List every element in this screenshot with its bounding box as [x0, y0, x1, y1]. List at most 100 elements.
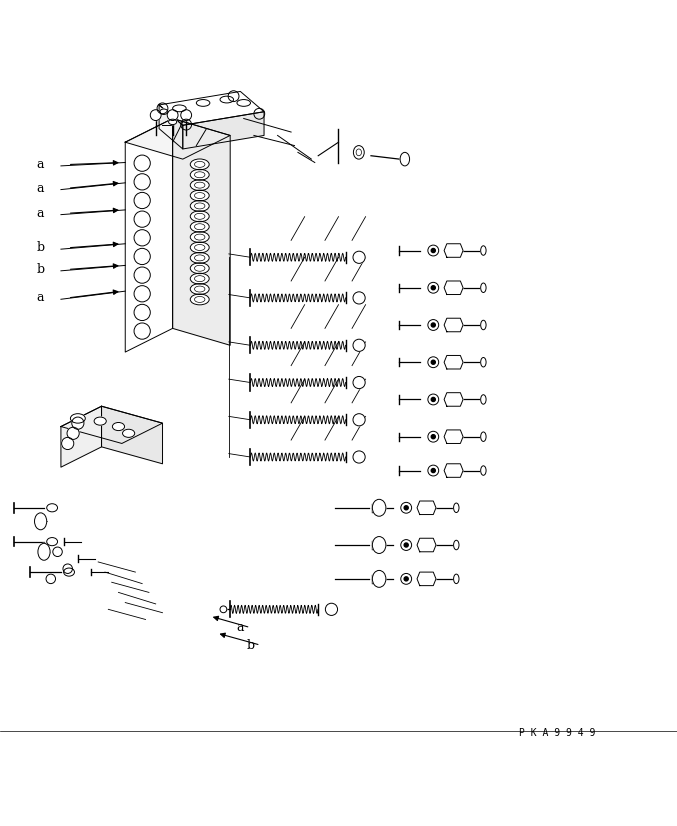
Ellipse shape — [190, 273, 209, 284]
Polygon shape — [125, 118, 230, 159]
Circle shape — [428, 465, 439, 476]
Polygon shape — [417, 539, 436, 552]
Circle shape — [353, 414, 365, 426]
Circle shape — [431, 323, 435, 327]
Circle shape — [134, 211, 150, 227]
Circle shape — [353, 451, 365, 463]
Polygon shape — [444, 318, 463, 332]
Ellipse shape — [454, 503, 459, 512]
Ellipse shape — [481, 283, 486, 292]
Circle shape — [401, 573, 412, 584]
Ellipse shape — [481, 320, 486, 330]
Text: a: a — [37, 292, 45, 305]
Circle shape — [428, 282, 439, 293]
Circle shape — [181, 110, 192, 121]
Ellipse shape — [190, 190, 209, 201]
Polygon shape — [61, 406, 102, 468]
Polygon shape — [417, 572, 436, 586]
Ellipse shape — [481, 358, 486, 367]
Circle shape — [220, 606, 227, 613]
Circle shape — [353, 292, 365, 304]
Circle shape — [134, 192, 150, 209]
Circle shape — [167, 110, 178, 121]
Circle shape — [404, 577, 408, 581]
Ellipse shape — [35, 513, 47, 529]
Ellipse shape — [47, 504, 58, 512]
Polygon shape — [159, 105, 183, 149]
Circle shape — [46, 574, 56, 584]
Polygon shape — [444, 463, 463, 477]
Polygon shape — [173, 118, 230, 345]
Ellipse shape — [372, 571, 386, 587]
Ellipse shape — [400, 152, 410, 166]
Ellipse shape — [481, 466, 486, 475]
Polygon shape — [444, 355, 463, 369]
Circle shape — [353, 377, 365, 388]
Polygon shape — [183, 112, 264, 149]
Ellipse shape — [372, 537, 386, 553]
Circle shape — [431, 397, 435, 401]
Circle shape — [134, 267, 150, 283]
Ellipse shape — [220, 96, 234, 103]
Circle shape — [353, 251, 365, 263]
Circle shape — [62, 438, 74, 449]
Circle shape — [67, 427, 79, 439]
Ellipse shape — [70, 414, 85, 423]
Text: a: a — [37, 206, 45, 220]
Circle shape — [134, 304, 150, 320]
Ellipse shape — [64, 568, 74, 577]
Ellipse shape — [173, 105, 186, 112]
Circle shape — [404, 543, 408, 547]
Text: P K A 9 9 4 9: P K A 9 9 4 9 — [519, 728, 596, 738]
Ellipse shape — [481, 432, 486, 441]
Ellipse shape — [190, 253, 209, 263]
Circle shape — [134, 323, 150, 339]
Text: b: b — [37, 241, 45, 254]
Ellipse shape — [38, 544, 50, 560]
Circle shape — [353, 339, 365, 351]
Circle shape — [134, 230, 150, 246]
Ellipse shape — [190, 231, 209, 243]
Circle shape — [134, 173, 150, 190]
Ellipse shape — [196, 100, 210, 107]
Text: b: b — [246, 638, 255, 652]
Ellipse shape — [160, 109, 168, 115]
Ellipse shape — [123, 430, 135, 438]
Text: a: a — [37, 158, 45, 171]
Circle shape — [401, 502, 412, 513]
Polygon shape — [417, 501, 436, 515]
Ellipse shape — [481, 395, 486, 404]
Ellipse shape — [190, 201, 209, 211]
Ellipse shape — [190, 159, 209, 170]
Ellipse shape — [454, 540, 459, 550]
Circle shape — [431, 249, 435, 253]
Polygon shape — [102, 406, 162, 463]
Text: a: a — [236, 621, 244, 634]
Circle shape — [431, 286, 435, 290]
Ellipse shape — [190, 242, 209, 253]
Circle shape — [134, 249, 150, 264]
Text: b: b — [37, 263, 45, 276]
Circle shape — [431, 360, 435, 364]
Text: a: a — [37, 182, 45, 195]
Circle shape — [63, 564, 72, 573]
Polygon shape — [444, 430, 463, 444]
Circle shape — [72, 417, 84, 430]
Circle shape — [428, 320, 439, 330]
Ellipse shape — [94, 417, 106, 425]
Ellipse shape — [47, 538, 58, 546]
Circle shape — [150, 110, 161, 121]
Ellipse shape — [190, 211, 209, 221]
Polygon shape — [444, 392, 463, 406]
Ellipse shape — [353, 145, 364, 159]
Circle shape — [428, 357, 439, 368]
Circle shape — [134, 155, 150, 171]
Circle shape — [431, 468, 435, 472]
Circle shape — [428, 394, 439, 405]
Ellipse shape — [190, 263, 209, 273]
Ellipse shape — [112, 422, 125, 430]
Ellipse shape — [190, 294, 209, 305]
Circle shape — [401, 539, 412, 550]
Circle shape — [431, 434, 435, 439]
Circle shape — [134, 286, 150, 301]
